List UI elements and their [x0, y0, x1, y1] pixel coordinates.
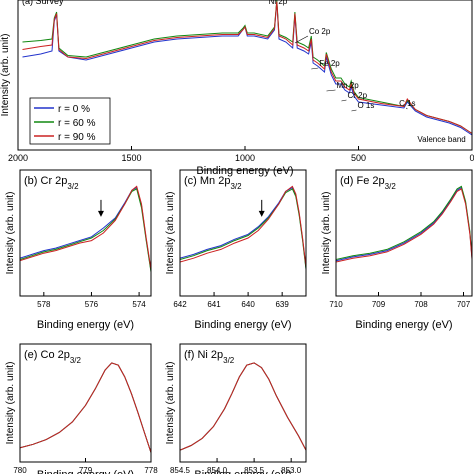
series-group: [22, 0, 472, 136]
series-line-survey-2: [22, 1, 472, 134]
panel-cr: 578 576 574 Binding energy (eV) Intensity (a…: [5, 169, 152, 331]
series-line-co-1: [20, 362, 151, 453]
legend-label: r = 0 %: [58, 104, 90, 115]
x-tick-label: 853.0: [281, 466, 302, 474]
series-group: [20, 185, 151, 273]
plot-frame: [19, 169, 152, 297]
x-tick-label: 639: [275, 300, 289, 309]
series-line-mn-1: [180, 188, 306, 270]
series-line-ni-0: [180, 362, 306, 451]
series-line-cr-1: [20, 188, 151, 273]
x-tick-label: 576: [85, 300, 99, 309]
x-axis-label: Binding energy (eV): [194, 319, 291, 331]
x-tick-label: 779: [79, 466, 93, 474]
panel-survey: 2000 1500 1000 500 0 Binding energy (eV) Inten…: [0, 0, 474, 177]
x-tick-label: 2000: [8, 153, 28, 163]
annotation-leader: [341, 99, 347, 102]
x-tick-label: 854.0: [207, 466, 228, 474]
x-tick-label: 641: [207, 300, 221, 309]
peak-annotation: O 1s: [357, 101, 374, 110]
series-line-survey-1: [22, 0, 472, 134]
peak-annotation: Co 2p: [309, 27, 331, 36]
panel-label-subscript: 3/2: [70, 356, 82, 365]
plot-frame: [179, 343, 307, 463]
x-axis-label: Binding energy (eV): [196, 165, 293, 177]
x-tick-label: 708: [414, 300, 428, 309]
series-line-cr-2: [20, 185, 151, 270]
panel-label: (b) Cr 2p3/2: [24, 175, 79, 191]
x-tick-label: 707: [457, 300, 471, 309]
legend-label: r = 60 %: [58, 118, 96, 129]
peak-annotation: C 1s: [399, 99, 415, 108]
x-tick-label: 640: [241, 300, 255, 309]
panel-label: (d) Fe 2p3/2: [340, 175, 396, 191]
x-tick-label: 778: [144, 466, 158, 474]
series-line-ni-1: [180, 362, 306, 451]
plot-frame: [335, 169, 473, 297]
series-line-fe-1: [336, 185, 472, 260]
series-line-ni-2: [180, 362, 306, 451]
annotation-leader: [351, 109, 357, 112]
series-line-co-0: [20, 362, 151, 453]
y-axis-label: Intensity (arb. unit): [321, 192, 332, 275]
y-axis-label: Intensity (arb. unit): [165, 362, 176, 445]
y-axis-label: Intensity (arb. unit): [5, 362, 16, 445]
panel-label: (a) Survey: [22, 0, 64, 6]
arrow-head: [97, 210, 104, 217]
panel-label-subscript: 3/2: [67, 182, 79, 191]
x-tick-label: 780: [13, 466, 27, 474]
x-tick-label: 1500: [121, 153, 141, 163]
series-line-mn-2: [180, 185, 306, 268]
panel-label: (e) Co 2p3/2: [24, 349, 82, 365]
annotation-leader: [294, 35, 309, 44]
series-group: [20, 362, 151, 453]
panel-label-subscript: 3/2: [385, 182, 397, 191]
series-group: [180, 362, 306, 451]
x-axis-label: Binding energy (eV): [194, 469, 291, 474]
plot-frame: [19, 343, 152, 463]
plot-frame: [179, 169, 307, 297]
peak-annotation: Valence band: [417, 135, 465, 144]
series-line-co-2: [20, 362, 151, 453]
x-tick-label: 854.5: [170, 466, 191, 474]
series-group: [336, 185, 472, 263]
panel-label: (c) Mn 2p3/2: [184, 175, 242, 191]
x-tick-label: 710: [329, 300, 343, 309]
peak-annotation: Cr 2p: [347, 91, 367, 100]
x-tick-label: 642: [173, 300, 187, 309]
panel-label-subscript: 3/2: [230, 182, 242, 191]
x-axis-label: Binding energy (eV): [37, 469, 134, 474]
x-tick-label: 578: [37, 300, 51, 309]
peak-annotation: Fe 2p: [319, 59, 340, 68]
x-tick-label: 709: [372, 300, 386, 309]
x-tick-label: 853.5: [244, 466, 265, 474]
y-axis-label: Intensity (arb. unit): [0, 34, 11, 117]
legend-label: r = 90 %: [58, 132, 96, 143]
x-axis-label: Binding energy (eV): [37, 319, 134, 331]
x-tick-label: 1000: [235, 153, 255, 163]
y-axis-label: Intensity (arb. unit): [165, 192, 176, 275]
annotation-leader: [326, 89, 336, 92]
panel-co: 780 779 778 Binding energy (eV) Intensity (a…: [5, 343, 158, 474]
x-tick-label: 574: [132, 300, 146, 309]
peak-annotation: Mn 2p: [336, 81, 359, 90]
panel-label-subscript: 3/2: [223, 356, 235, 365]
series-group: [180, 185, 306, 270]
legend: r = 0 % r = 60 % r = 90 %: [29, 97, 111, 145]
panel-label: (f) Ni 2p3/2: [184, 349, 235, 365]
arrow-head: [258, 210, 265, 217]
series-line-fe-2: [336, 188, 472, 263]
x-axis-label: Binding energy (eV): [355, 319, 452, 331]
y-axis-label: Intensity (arb. unit): [5, 192, 16, 275]
series-line-cr-0: [20, 186, 151, 271]
peak-annotation: Ni 2p: [269, 0, 288, 6]
annotation-leader: [311, 67, 319, 70]
panel-mn: 642 641 640 639 Binding energy (eV) Intensity…: [165, 169, 307, 331]
x-tick-label: 500: [351, 153, 366, 163]
panel-fe: 710 709 708 707 Binding energy (eV) Intensity…: [321, 169, 473, 331]
annotation-leader: [406, 107, 408, 110]
x-tick-label: 0: [469, 153, 474, 163]
